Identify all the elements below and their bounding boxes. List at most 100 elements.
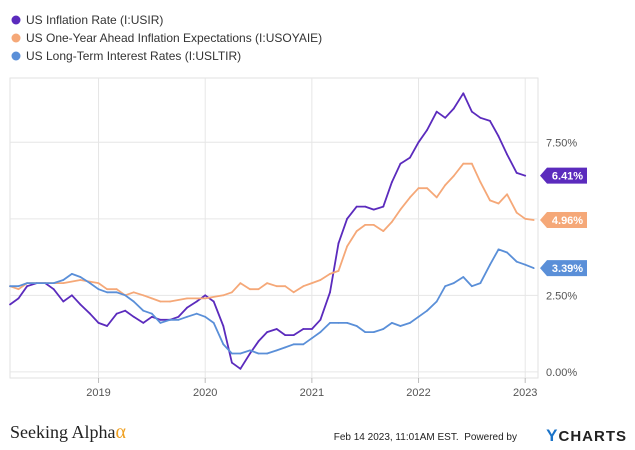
data-point [479, 116, 482, 119]
data-point [391, 221, 393, 223]
data-point [355, 205, 358, 208]
data-point [532, 267, 535, 269]
data-point [195, 300, 198, 303]
data-point [257, 352, 260, 355]
data-point [204, 315, 207, 318]
data-point [364, 205, 367, 208]
data-point [239, 367, 242, 370]
data-point [17, 285, 20, 288]
data-point [106, 288, 108, 291]
data-point [524, 263, 527, 266]
data-point [515, 260, 518, 263]
data-point [266, 282, 268, 284]
data-point [409, 322, 411, 324]
data-point [151, 315, 153, 318]
legend-marker [11, 33, 21, 43]
data-point [97, 282, 100, 284]
data-point [71, 294, 73, 297]
data-point [302, 285, 305, 288]
last-value-badge-0 [540, 167, 587, 184]
data-point [329, 273, 331, 275]
data-point [444, 116, 447, 119]
seeking-alpha-logo: Seeking Alphaα [10, 421, 126, 444]
data-point [506, 251, 508, 254]
data-point [142, 309, 145, 312]
data-point [17, 288, 20, 291]
data-point [417, 141, 420, 144]
data-point [426, 129, 428, 131]
data-point [106, 325, 108, 327]
data-point [222, 325, 225, 327]
alpha-icon: α [115, 421, 126, 443]
data-point [212, 300, 215, 303]
timestamp: Feb 14 2023, 11:01AM EST. [333, 432, 459, 443]
data-point [26, 285, 28, 288]
legend-entry: US Long-Term Interest Rates (I:USLTIR) [26, 49, 241, 63]
data-point [177, 315, 180, 318]
data-point [391, 322, 393, 324]
legend-marker [11, 51, 21, 61]
ycharts-logo[interactable]: YCHARTS [546, 426, 627, 446]
legend-entry: US Inflation Rate (I:USIR) [26, 13, 163, 27]
data-point [372, 208, 375, 211]
data-point [391, 181, 393, 184]
data-point [159, 318, 162, 321]
data-point [444, 184, 447, 187]
x-tick-label: 2023 [513, 387, 537, 399]
data-point [319, 279, 322, 281]
data-point [204, 297, 207, 300]
data-point [426, 187, 428, 190]
data-point [319, 331, 322, 333]
data-point [452, 107, 455, 110]
data-point [266, 331, 268, 333]
data-point [115, 312, 118, 315]
data-point [62, 279, 65, 281]
data-point [257, 288, 260, 291]
data-point [266, 352, 268, 355]
data-point [9, 285, 11, 288]
powered-by-label: Powered by [464, 432, 517, 443]
data-point [186, 315, 189, 318]
x-tick-label: 2022 [406, 387, 430, 399]
data-point [159, 300, 162, 303]
series-line-1 [9, 162, 534, 303]
data-point [435, 110, 438, 113]
data-point [231, 352, 233, 355]
last-value-label: 6.41% [552, 171, 583, 183]
data-point [249, 349, 251, 352]
data-point [409, 196, 411, 199]
data-point [346, 245, 348, 248]
y-tick-label: 2.50% [546, 290, 577, 302]
data-point [17, 297, 20, 300]
data-point [284, 346, 287, 349]
data-point [292, 334, 295, 336]
ycharts-wordmark: CHARTS [558, 428, 627, 445]
data-point [79, 276, 82, 278]
data-point [292, 291, 295, 294]
data-point [471, 285, 473, 288]
data-point [372, 331, 375, 333]
data-point [115, 291, 118, 294]
data-point [417, 187, 420, 190]
data-point [132, 300, 135, 303]
data-point [399, 208, 402, 211]
series-line-2 [10, 248, 535, 355]
data-point [532, 219, 535, 221]
data-point [382, 328, 385, 330]
data-point [257, 340, 260, 343]
data-point [311, 337, 313, 340]
y-tick-label: 0.00% [546, 367, 577, 379]
data-point [311, 282, 313, 284]
x-tick-label: 2021 [300, 387, 324, 399]
data-point [9, 303, 11, 306]
data-point [302, 328, 305, 330]
data-point [151, 297, 153, 300]
data-point [409, 156, 411, 159]
data-point [186, 297, 189, 300]
last-value-label: 4.96% [552, 215, 583, 227]
plot-frame [9, 77, 539, 379]
last-value-badges: 6.41% 4.96% 3.39% [540, 167, 587, 277]
data-point [506, 193, 508, 196]
